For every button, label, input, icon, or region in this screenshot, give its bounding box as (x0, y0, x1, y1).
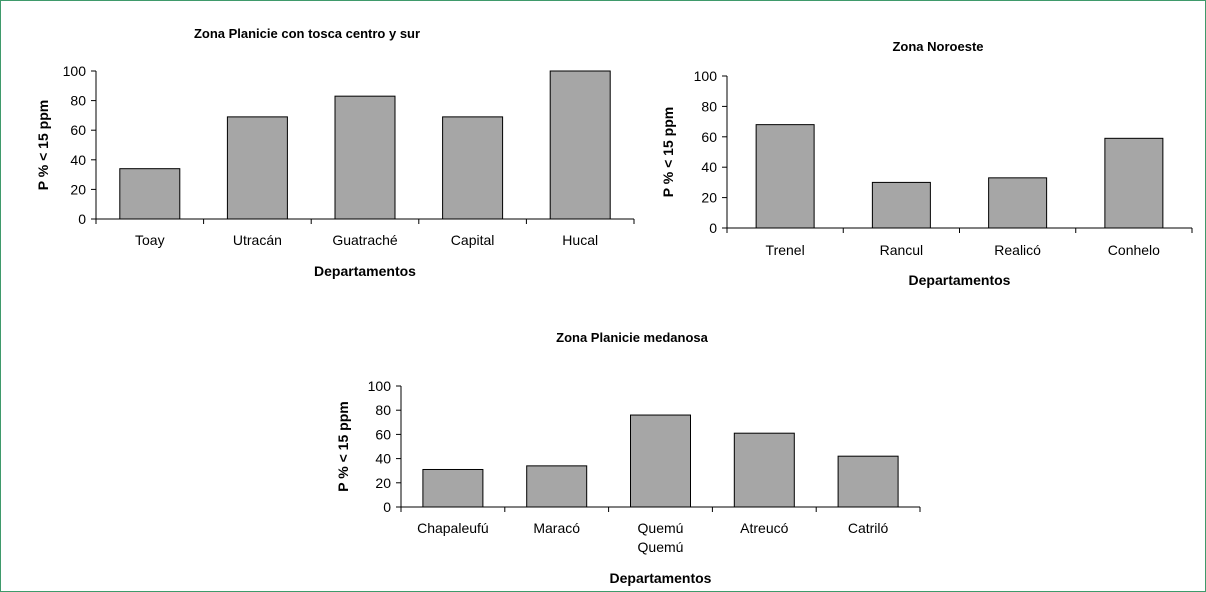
y-axis-label: P % < 15 ppm (660, 107, 676, 197)
y-tick-label: 20 (375, 475, 391, 491)
category-label: Capital (451, 232, 495, 248)
category-label: Atreucó (740, 520, 788, 536)
bar (630, 414, 691, 508)
x-axis-label: Departamentos (314, 263, 416, 279)
bar (442, 116, 504, 220)
category-label: Chapaleufú (417, 520, 489, 536)
y-tick-label: 80 (375, 402, 391, 418)
bar (755, 124, 815, 229)
category-label: Conhelo (1108, 242, 1160, 258)
x-axis-label: Departamentos (909, 272, 1011, 288)
category-label: Rancul (880, 242, 924, 258)
x-axis-label: Departamentos (610, 570, 712, 586)
bar (837, 455, 899, 508)
y-tick-label: 0 (383, 499, 391, 515)
bar (226, 116, 288, 220)
category-label: Hucal (562, 232, 598, 248)
y-axis-label: P % < 15 ppm (35, 100, 51, 190)
chart-planicie-medanosa: Zona Planicie medanosa 0 20 40 60 80 100 Chapal… (335, 330, 921, 586)
y-tick-label: 100 (63, 63, 87, 79)
category-label: Guatraché (332, 232, 398, 248)
chart-title: Zona Noroeste (892, 39, 983, 54)
y-tick-label: 40 (375, 451, 391, 467)
category-label: Realicó (994, 242, 1041, 258)
y-axis-label: P % < 15 ppm (335, 401, 351, 491)
y-tick-label: 20 (70, 181, 86, 197)
y-tick-label: 100 (694, 68, 718, 84)
y-tick-label: 60 (70, 122, 86, 138)
chart-title: Zona Planicie con tosca centro y sur (194, 26, 420, 41)
y-tick-label: 80 (701, 98, 717, 114)
y-tick-label: 0 (709, 220, 717, 236)
bar (733, 432, 795, 508)
bar (422, 468, 484, 508)
category-label: Maracó (533, 520, 580, 536)
category-label: Toay (135, 232, 165, 248)
bar (1104, 137, 1164, 229)
bar (526, 465, 588, 508)
chart-title: Zona Planicie medanosa (556, 330, 708, 345)
y-tick-label: 40 (70, 152, 86, 168)
y-tick-label: 20 (701, 190, 717, 206)
chart-planicie-tosca: Zona Planicie con tosca centro y sur 0 20 4… (35, 26, 635, 279)
category-label: Trenel (766, 242, 805, 258)
category-label: Catriló (848, 520, 889, 536)
y-tick-label: 80 (70, 93, 86, 109)
y-tick-label: 40 (701, 159, 717, 175)
category-label: Quemú (638, 539, 684, 555)
bar (871, 181, 931, 229)
category-label: Quemú (638, 520, 684, 536)
chart-noroeste: Zona Noroeste 0 20 40 60 80 100 Trenel Rancul Rea… (660, 39, 1193, 288)
bar (549, 70, 611, 220)
y-tick-label: 60 (701, 129, 717, 145)
bar (988, 177, 1048, 229)
bar (334, 95, 396, 220)
y-tick-label: 100 (368, 378, 392, 394)
y-tick-label: 60 (375, 426, 391, 442)
category-label: Utracán (233, 232, 282, 248)
bar (119, 168, 181, 220)
y-tick-label: 0 (78, 211, 86, 227)
